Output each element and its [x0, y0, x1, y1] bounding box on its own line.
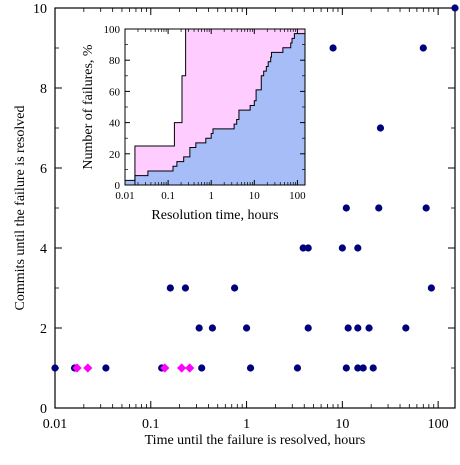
inset-x-tick-label: 0.01 [115, 190, 134, 202]
main-x-tick-label: 1 [243, 417, 250, 432]
scatter-point [166, 284, 174, 292]
main-x-tick-label: 0.01 [43, 417, 68, 432]
inset-y-tick-label: 80 [109, 55, 121, 67]
scatter-point [354, 324, 362, 332]
main-y-tick-label: 6 [40, 162, 47, 177]
scatter-point [102, 364, 110, 372]
scatter-point [354, 364, 362, 372]
inset-axis-labels: Resolution time, hours Number of failure… [81, 44, 279, 223]
inset-y-tick-label: 60 [109, 86, 121, 98]
scatter-point [246, 364, 255, 372]
scatter-point [51, 364, 59, 372]
main-y-tick-label: 2 [40, 322, 47, 337]
inset-area-chart: 0.01 0.1 1 10 100 0 20 40 60 80 100 Resolution tim… [81, 24, 306, 223]
inset-y-tick-label: 100 [104, 24, 121, 36]
scatter-point-diamond [185, 363, 195, 373]
main-axis-labels: Time until the failure is resolved, hour… [13, 106, 365, 448]
scatter-point [293, 364, 302, 372]
scatter-point-diamond [83, 363, 93, 373]
scatter-point [376, 124, 385, 132]
inset-x-tick-label: 100 [289, 190, 306, 202]
main-x-axis-title: Time until the failure is resolved, hour… [145, 433, 366, 448]
main-y-tick-label: 10 [33, 2, 47, 17]
scatter-point [451, 4, 459, 12]
scatter-point [230, 284, 239, 292]
main-x-tick-label: 0.1 [142, 417, 160, 432]
scatter-point [195, 324, 203, 332]
inset-y-tick-label: 20 [109, 149, 121, 161]
inset-y-tick-label: 40 [109, 118, 121, 130]
inset-y-tick-label: 0 [115, 180, 121, 192]
scatter-point [304, 244, 312, 252]
scatter-point [402, 324, 410, 332]
scatter-point-diamond [177, 363, 187, 373]
inset-areas [124, 28, 306, 186]
main-x-tick-label: 10 [335, 417, 349, 432]
scatter-point [304, 324, 312, 332]
scatter-point [198, 364, 206, 372]
scatter-point [329, 44, 337, 52]
scatter-point [354, 244, 362, 252]
inset-x-tick-label: 0.1 [161, 190, 175, 202]
main-x-tick-label: 100 [428, 417, 449, 432]
main-y-tick-label: 4 [40, 242, 47, 257]
main-points [51, 4, 459, 373]
scatter-point [359, 364, 367, 372]
scatter-point [342, 204, 350, 212]
scatter-point [342, 364, 350, 372]
scatter-point [181, 284, 190, 292]
scatter-point [365, 324, 373, 332]
inset-ticks: 0.01 0.1 1 10 100 0 20 40 60 80 100 [104, 24, 307, 202]
scatter-point [422, 204, 430, 212]
main-y-axis-title: Commits until the failure is resolved [13, 106, 28, 311]
scatter-point [242, 324, 251, 332]
inset-x-tick-label: 1 [208, 190, 214, 202]
inset-x-tick-label: 10 [249, 190, 261, 202]
scatter-point [338, 244, 346, 252]
main-y-tick-label: 0 [40, 402, 47, 417]
inset-step-line-blue [124, 29, 306, 185]
scatter-point [375, 204, 383, 212]
scatter-point-diamond [160, 363, 170, 373]
inset-area-blue [125, 29, 305, 185]
inset-x-axis-title: Resolution time, hours [151, 208, 278, 223]
scatter-point [208, 324, 217, 332]
scatter-point-diamond [72, 363, 82, 373]
inset-y-axis-title: Number of failures, % [81, 44, 96, 170]
scatter-point [299, 244, 307, 252]
main-y-tick-label: 8 [40, 82, 47, 97]
scatter-point [427, 284, 435, 292]
inset-step-line-pink [125, 28, 305, 186]
scatter-point [369, 364, 377, 372]
scatter-point [344, 324, 352, 332]
scatter-point [419, 44, 427, 52]
